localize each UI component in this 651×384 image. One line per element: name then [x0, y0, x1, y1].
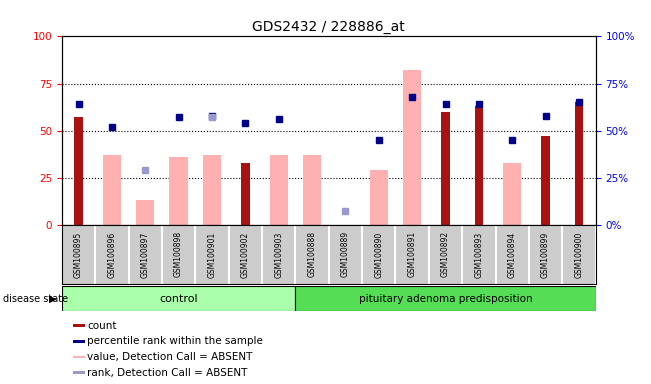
Text: GSM100894: GSM100894	[508, 231, 517, 278]
Text: GSM100889: GSM100889	[341, 231, 350, 278]
Bar	[475, 106, 483, 225]
Bar	[169, 157, 187, 225]
Text: percentile rank within the sample: percentile rank within the sample	[87, 336, 264, 346]
Text: count: count	[87, 321, 117, 331]
Text: GSM100901: GSM100901	[208, 231, 217, 278]
Bar	[72, 340, 85, 343]
Title: GDS2432 / 228886_at: GDS2432 / 228886_at	[253, 20, 405, 34]
Bar	[62, 286, 296, 311]
Text: GSM100900: GSM100900	[574, 231, 583, 278]
Text: ▶: ▶	[49, 293, 57, 304]
Text: GSM100888: GSM100888	[307, 232, 316, 277]
Bar	[542, 136, 550, 225]
Bar	[241, 162, 249, 225]
Bar	[503, 162, 521, 225]
Bar	[441, 112, 450, 225]
Text: GSM100897: GSM100897	[141, 231, 150, 278]
Text: control: control	[159, 293, 198, 304]
Text: GSM100890: GSM100890	[374, 231, 383, 278]
Bar	[403, 70, 421, 225]
Bar	[270, 155, 288, 225]
Text: value, Detection Call = ABSENT: value, Detection Call = ABSENT	[87, 352, 253, 362]
Text: GSM100892: GSM100892	[441, 231, 450, 278]
Text: GSM100893: GSM100893	[475, 231, 484, 278]
Text: GSM100903: GSM100903	[274, 231, 283, 278]
Text: GSM100902: GSM100902	[241, 231, 250, 278]
Bar	[296, 286, 596, 311]
Text: disease state: disease state	[3, 293, 68, 304]
Text: rank, Detection Call = ABSENT: rank, Detection Call = ABSENT	[87, 367, 248, 377]
Bar	[370, 170, 388, 225]
Text: GSM100899: GSM100899	[541, 231, 550, 278]
Bar	[203, 155, 221, 225]
Text: GSM100895: GSM100895	[74, 231, 83, 278]
Text: GSM100898: GSM100898	[174, 231, 183, 278]
Bar	[72, 324, 85, 327]
Bar	[136, 200, 154, 225]
Text: GSM100896: GSM100896	[107, 231, 117, 278]
Text: pituitary adenoma predisposition: pituitary adenoma predisposition	[359, 293, 533, 304]
Text: GSM100891: GSM100891	[408, 231, 417, 278]
Bar	[72, 356, 85, 358]
Bar	[74, 118, 83, 225]
Bar	[72, 371, 85, 374]
Bar	[575, 103, 583, 225]
Bar	[103, 155, 121, 225]
Bar	[303, 155, 321, 225]
